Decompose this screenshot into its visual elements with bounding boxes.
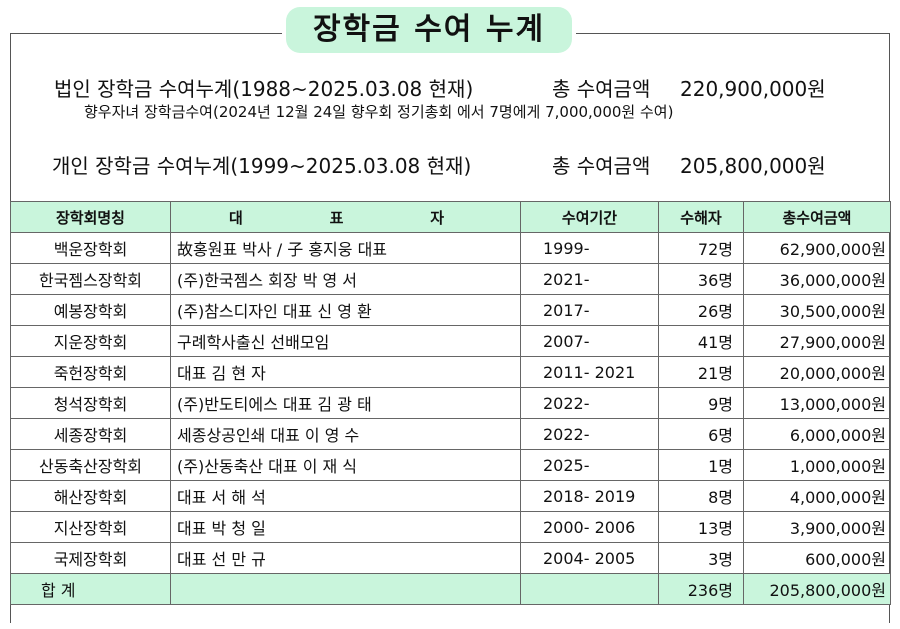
cell-name: 국제장학회 [10,542,171,574]
cell-representative: (주)참스디자인 대표 신 영 환 [170,294,521,326]
table-row: 지운장학회 구례학사출신 선배모임 2007- 41명 27,900,000원 [10,325,891,357]
cell-period: 2011- 2021 [520,356,659,388]
header-name: 장학회명칭 [10,201,171,233]
corporate-total-label: 총 수여금액 [552,77,651,101]
corporate-total-value: 220,900,000원 [680,77,826,101]
cell-count: 41명 [658,325,744,357]
table-row: 청석장학회 (주)반도티에스 대표 김 광 태 2022- 9명 13,000,… [10,387,891,419]
header-representative: 대 표 자 [170,201,521,233]
cell-period: 2022- [520,387,659,419]
table-row: 예봉장학회 (주)참스디자인 대표 신 영 환 2017- 26명 30,500… [10,294,891,326]
individual-total-value: 205,800,000원 [680,154,826,178]
header-amount: 총수여금액 [743,201,891,233]
cell-amount: 13,000,000원 [743,387,891,419]
cell-period: 1999- [520,232,659,264]
table-row: 국제장학회 대표 선 만 규 2004- 2005 3명 600,000원 [10,542,891,574]
page-title: 장학금 수여 누계 [286,7,572,53]
table-row: 해산장학회 대표 서 해 석 2018- 2019 8명 4,000,000원 [10,480,891,512]
cell-representative: 故홍원표 박사 / 子 홍지웅 대표 [170,232,521,264]
total-empty-cell [170,573,521,605]
cell-count: 13명 [658,511,744,543]
cell-name: 한국젬스장학회 [10,263,171,295]
cell-amount: 600,000원 [743,542,891,574]
header-rep-char: 표 [329,208,344,227]
cell-period: 2018- 2019 [520,480,659,512]
title-container: 장학금 수여 누계 [282,4,576,56]
table-header-row: 장학회명칭 대 표 자 수여기간 수해자 총수여금액 [10,201,891,233]
cell-amount: 3,900,000원 [743,511,891,543]
table-row: 세종장학회 세종상공인쇄 대표 이 영 수 2022- 6명 6,000,000… [10,418,891,450]
cell-period: 2000- 2006 [520,511,659,543]
cell-name: 세종장학회 [10,418,171,450]
cell-count: 6명 [658,418,744,450]
table-row: 백운장학회 故홍원표 박사 / 子 홍지웅 대표 1999- 72명 62,90… [10,232,891,264]
cell-period: 2021- [520,263,659,295]
header-rep-char: 자 [430,208,444,227]
total-empty-cell [520,573,659,605]
cell-count: 72명 [658,232,744,264]
cell-count: 21명 [658,356,744,388]
cell-representative: (주)반도티에스 대표 김 광 태 [170,387,521,419]
cell-period: 2007- [520,325,659,357]
cell-name: 청석장학회 [10,387,171,419]
cell-count: 8명 [658,480,744,512]
cell-name: 백운장학회 [10,232,171,264]
cell-representative: 세종상공인쇄 대표 이 영 수 [170,418,521,450]
cell-name: 지산장학회 [10,511,171,543]
cell-name: 해산장학회 [10,480,171,512]
cell-representative: 대표 김 현 자 [170,356,521,388]
cell-count: 9명 [658,387,744,419]
cell-count: 26명 [658,294,744,326]
table-total-row: 합 계 236명 205,800,000원 [10,573,891,605]
cell-period: 2004- 2005 [520,542,659,574]
cell-name: 죽헌장학회 [10,356,171,388]
cell-count: 3명 [658,542,744,574]
cell-representative: 대표 박 청 일 [170,511,521,543]
cell-name: 예봉장학회 [10,294,171,326]
cell-amount: 62,900,000원 [743,232,891,264]
cell-name: 산동축산장학회 [10,449,171,481]
cell-period: 2017- [520,294,659,326]
total-count: 236명 [658,573,744,605]
corporate-note: 향우자녀 장학금수여(2024년 12월 24일 향우회 정기총회 에서 7명에… [84,103,674,121]
table-row: 산동축산장학회 (주)산동축산 대표 이 재 식 2025- 1명 1,000,… [10,449,891,481]
cell-representative: 구례학사출신 선배모임 [170,325,521,357]
cell-count: 36명 [658,263,744,295]
cell-representative: (주)산동축산 대표 이 재 식 [170,449,521,481]
cell-amount: 30,500,000원 [743,294,891,326]
total-label: 합 계 [10,573,171,605]
table-row: 지산장학회 대표 박 청 일 2000- 2006 13명 3,900,000원 [10,511,891,543]
cell-amount: 6,000,000원 [743,418,891,450]
cell-amount: 36,000,000원 [743,263,891,295]
cell-period: 2022- [520,418,659,450]
cell-representative: 대표 선 만 규 [170,542,521,574]
scholarship-table: 장학회명칭 대 표 자 수여기간 수해자 총수여금액 백운장학회 故홍원표 박사… [10,201,891,605]
cell-name: 지운장학회 [10,325,171,357]
cell-amount: 4,000,000원 [743,480,891,512]
individual-total-label: 총 수여금액 [552,154,651,178]
individual-label: 개인 장학금 수여누계(1999~2025.03.08 현재) [52,154,472,178]
total-amount: 205,800,000원 [743,573,891,605]
cell-representative: (주)한국젬스 회장 박 영 서 [170,263,521,295]
cell-period: 2025- [520,449,659,481]
header-rep-char: 대 [229,208,243,227]
table-row: 한국젬스장학회 (주)한국젬스 회장 박 영 서 2021- 36명 36,00… [10,263,891,295]
cell-amount: 27,900,000원 [743,325,891,357]
cell-amount: 20,000,000원 [743,356,891,388]
cell-representative: 대표 서 해 석 [170,480,521,512]
cell-count: 1명 [658,449,744,481]
header-period: 수여기간 [520,201,659,233]
header-count: 수해자 [658,201,744,233]
corporate-label: 법인 장학금 수여누계(1988~2025.03.08 현재) [54,77,474,101]
table-row: 죽헌장학회 대표 김 현 자 2011- 2021 21명 20,000,000… [10,356,891,388]
cell-amount: 1,000,000원 [743,449,891,481]
